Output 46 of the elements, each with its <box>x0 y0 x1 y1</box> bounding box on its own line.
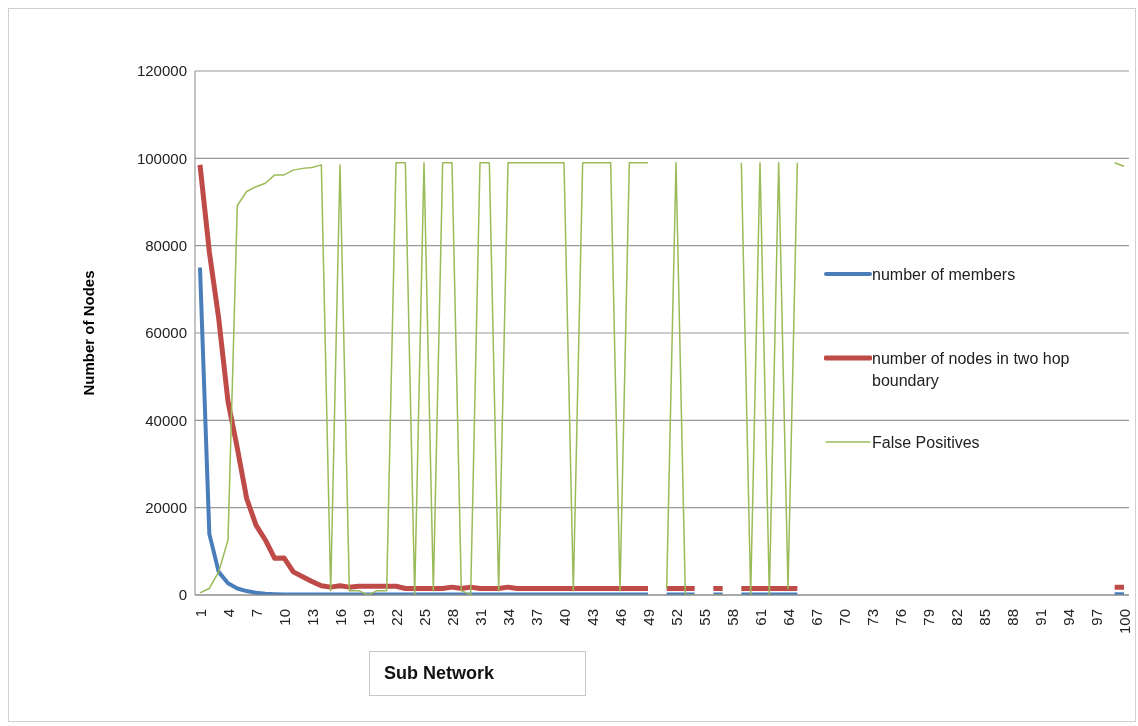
x-tick-label: 76 <box>891 609 909 626</box>
x-tick-label: 43 <box>583 609 601 626</box>
x-tick-label: 70 <box>835 609 853 626</box>
x-tick-label: 22 <box>387 609 405 626</box>
x-tick-label: 82 <box>947 609 965 626</box>
x-tick-label: 31 <box>471 609 489 626</box>
x-tick-label: 91 <box>1031 609 1049 626</box>
x-tick-label: 85 <box>975 609 993 626</box>
x-tick-label: 28 <box>443 609 461 626</box>
x-tick-label: 88 <box>1003 609 1021 626</box>
x-tick-label: 73 <box>863 609 881 626</box>
x-tick-label: 16 <box>331 609 349 626</box>
x-tick-label: 64 <box>779 609 797 626</box>
y-tick-label: 120000 <box>136 62 187 80</box>
legend-label: number of nodes in two hop boundary <box>872 349 1071 391</box>
y-tick-label: 100000 <box>136 149 187 167</box>
y-tick-label: 80000 <box>145 236 187 254</box>
x-tick-label: 37 <box>527 609 545 626</box>
x-tick-label: 79 <box>919 609 937 626</box>
y-axis-title: Number of Nodes <box>80 270 98 396</box>
y-tick-label: 40000 <box>145 411 187 429</box>
legend-label: False Positives <box>872 433 981 453</box>
x-tick-label: 4 <box>219 609 237 618</box>
y-tick-label: 20000 <box>145 498 187 516</box>
x-tick-label: 67 <box>807 609 825 626</box>
x-tick-label: 7 <box>247 609 265 618</box>
y-tick-label: 0 <box>178 586 187 604</box>
x-tick-label: 100 <box>1115 609 1133 635</box>
x-tick-label: 49 <box>639 609 657 626</box>
x-tick-label: 94 <box>1059 609 1077 626</box>
x-tick-label: 40 <box>555 609 573 626</box>
x-tick-label: 34 <box>499 609 517 626</box>
x-tick-label: 55 <box>695 609 713 626</box>
x-tick-label: 97 <box>1087 609 1105 626</box>
x-tick-label: 19 <box>359 609 377 626</box>
y-tick-label: 60000 <box>145 324 187 342</box>
x-tick-label: 1 <box>191 609 209 618</box>
x-tick-label: 58 <box>723 609 741 626</box>
x-tick-label: 61 <box>751 609 769 626</box>
x-tick-label: 10 <box>275 609 293 626</box>
x-tick-label: 13 <box>303 609 321 626</box>
legend-label: number of members <box>872 265 1017 285</box>
x-tick-label: 25 <box>415 609 433 626</box>
x-tick-label: 46 <box>611 609 629 626</box>
x-axis-title: Sub Network <box>369 651 586 696</box>
x-tick-label: 52 <box>667 609 685 626</box>
